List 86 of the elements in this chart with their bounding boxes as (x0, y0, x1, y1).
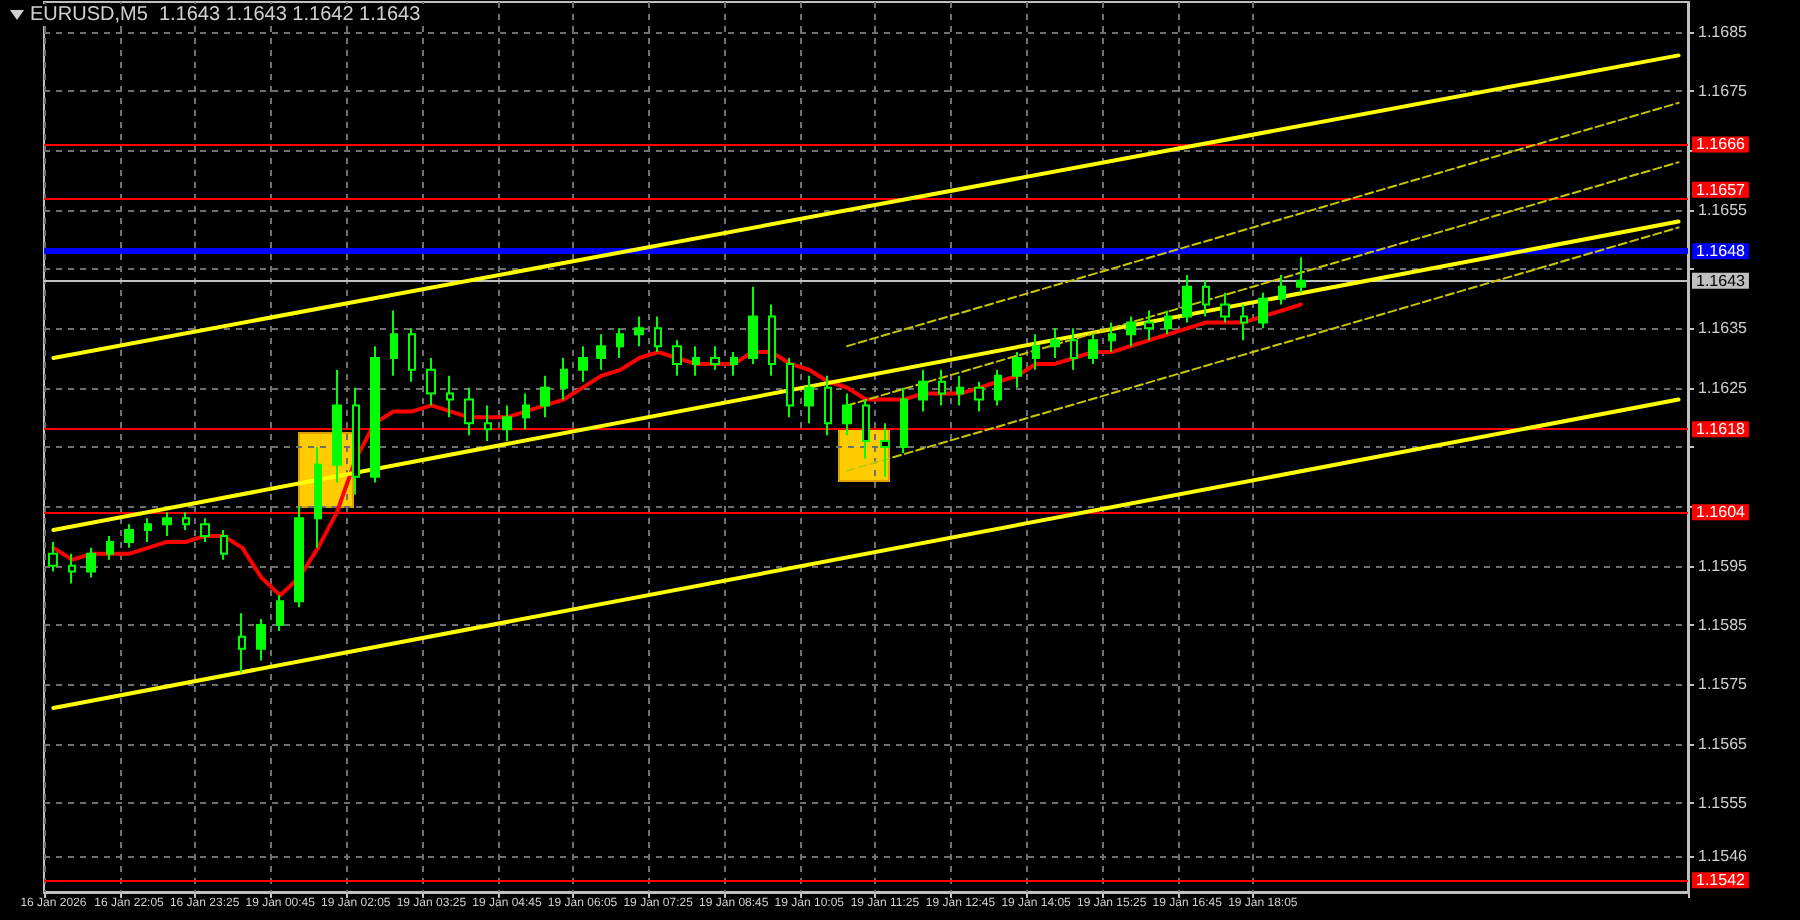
candlestick (238, 612, 246, 674)
candlestick (352, 386, 360, 496)
candlestick (1108, 321, 1116, 354)
candlestick (426, 357, 436, 407)
candlestick (768, 303, 776, 377)
candlestick (464, 386, 474, 437)
candlestick (634, 315, 644, 348)
candlestick (294, 505, 304, 609)
y-tick-label: 1.1575 (1698, 675, 1749, 694)
y-tick-label: 1.1585 (1698, 616, 1749, 634)
candlestick (974, 380, 984, 413)
candlestick (1144, 309, 1154, 342)
candlestick (880, 422, 890, 478)
y-tick-label: 1.1685 (1698, 22, 1749, 41)
candlestick (560, 357, 568, 401)
ref-line-label: 1.1604 (1696, 503, 1747, 522)
candlestick (220, 529, 228, 561)
ref-line-label: 1.1643 (1696, 271, 1747, 290)
y-tick-label: 1.1546 (1698, 847, 1749, 866)
candlestick (1182, 273, 1192, 324)
candlestick (616, 327, 624, 359)
chart-title: EURUSD,M5 1.1643 1.1643 1.1642 1.1643 (30, 4, 421, 26)
ref-line-label: 1.1657 (1696, 180, 1747, 199)
candlestick (862, 398, 870, 460)
candlestick (276, 594, 284, 632)
candlestick (256, 618, 266, 662)
candlestick (162, 511, 172, 537)
candlestick (182, 511, 190, 532)
candlestick (1220, 291, 1230, 324)
candlestick (106, 535, 114, 561)
candlestick (1296, 256, 1306, 294)
candlestick (1202, 279, 1210, 318)
candlestick (446, 374, 454, 419)
candlestick (938, 368, 946, 407)
ref-line-label: 1.1666 (1696, 135, 1747, 154)
candlestick (1070, 327, 1078, 371)
candlestick (672, 339, 682, 377)
candlestick (918, 368, 928, 413)
candlestick (408, 327, 416, 383)
candlestick (314, 446, 322, 549)
candlestick (692, 345, 700, 377)
candlestick (730, 351, 738, 377)
candlestick (1012, 351, 1022, 389)
candlestick (956, 374, 964, 407)
y-tick-label: 1.1565 (1698, 734, 1749, 753)
candlestick (484, 404, 492, 443)
candlestick (522, 392, 530, 431)
candlestick (824, 374, 832, 437)
candlestick (48, 540, 58, 573)
candlestick (332, 368, 342, 484)
candlestick (200, 517, 210, 543)
y-tick-label: 1.1595 (1698, 556, 1749, 575)
candlestick (540, 374, 550, 419)
ref-line-label: 1.1618 (1696, 420, 1747, 439)
candlestick (144, 517, 152, 543)
candlestick (1164, 309, 1172, 336)
candlestick (654, 315, 662, 354)
candlestick (900, 386, 908, 454)
candlestick (786, 357, 794, 419)
candlestick (1240, 303, 1248, 342)
candlestick (1258, 291, 1268, 330)
candlestick (1050, 327, 1060, 359)
candlestick (124, 523, 134, 549)
y-tick-label: 1.1675 (1698, 82, 1749, 100)
candlestick (502, 404, 512, 443)
candlestick (804, 374, 814, 425)
ref-line-label: 1.1648 (1696, 242, 1747, 261)
candlestick (1088, 333, 1098, 365)
y-tick-label: 1.1555 (1698, 794, 1749, 812)
candlestick (390, 309, 398, 377)
y-tick-label: 1.1635 (1698, 319, 1749, 338)
candlestick (1032, 333, 1040, 371)
candlestick (596, 333, 606, 371)
ref-line-label: 1.1542 (1696, 871, 1747, 890)
candlestick (710, 345, 720, 371)
candlestick (994, 368, 1002, 407)
candlestick (578, 345, 588, 383)
candlestick (842, 392, 852, 437)
candlestick (1126, 315, 1136, 348)
candlestick (1278, 273, 1286, 306)
candlestick (370, 345, 380, 484)
y-tick-label: 1.1655 (1698, 200, 1749, 219)
candlestick (68, 552, 76, 585)
y-tick-label: 1.1625 (1698, 378, 1749, 397)
candlestick (86, 546, 96, 579)
candlestick (748, 285, 758, 365)
